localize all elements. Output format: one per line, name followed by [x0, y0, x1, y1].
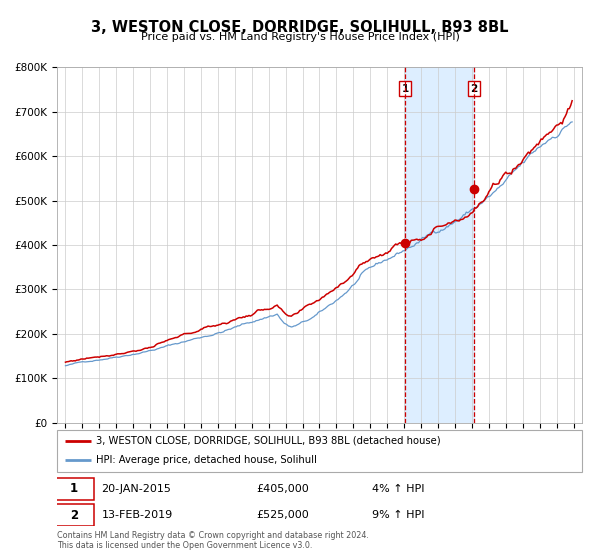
Bar	[405, 67, 474, 423]
Text: 20-JAN-2015: 20-JAN-2015	[101, 484, 172, 493]
FancyBboxPatch shape	[55, 504, 94, 526]
Text: 1: 1	[401, 83, 409, 94]
Text: 13-FEB-2019: 13-FEB-2019	[101, 510, 173, 520]
Text: 2: 2	[470, 83, 478, 94]
FancyBboxPatch shape	[57, 430, 582, 472]
Text: Contains HM Land Registry data © Crown copyright and database right 2024.
This d: Contains HM Land Registry data © Crown c…	[57, 531, 369, 550]
Text: Price paid vs. HM Land Registry's House Price Index (HPI): Price paid vs. HM Land Registry's House …	[140, 32, 460, 43]
Text: HPI: Average price, detached house, Solihull: HPI: Average price, detached house, Soli…	[97, 455, 317, 465]
Text: 4% ↑ HPI: 4% ↑ HPI	[372, 484, 425, 493]
FancyBboxPatch shape	[55, 478, 94, 500]
Text: 9% ↑ HPI: 9% ↑ HPI	[372, 510, 425, 520]
Text: 3, WESTON CLOSE, DORRIDGE, SOLIHULL, B93 8BL: 3, WESTON CLOSE, DORRIDGE, SOLIHULL, B93…	[91, 20, 509, 35]
Text: £405,000: £405,000	[257, 484, 309, 493]
Text: 2: 2	[70, 509, 78, 522]
Text: £525,000: £525,000	[257, 510, 309, 520]
Text: 1: 1	[70, 482, 78, 495]
Text: 3, WESTON CLOSE, DORRIDGE, SOLIHULL, B93 8BL (detached house): 3, WESTON CLOSE, DORRIDGE, SOLIHULL, B93…	[97, 436, 441, 446]
